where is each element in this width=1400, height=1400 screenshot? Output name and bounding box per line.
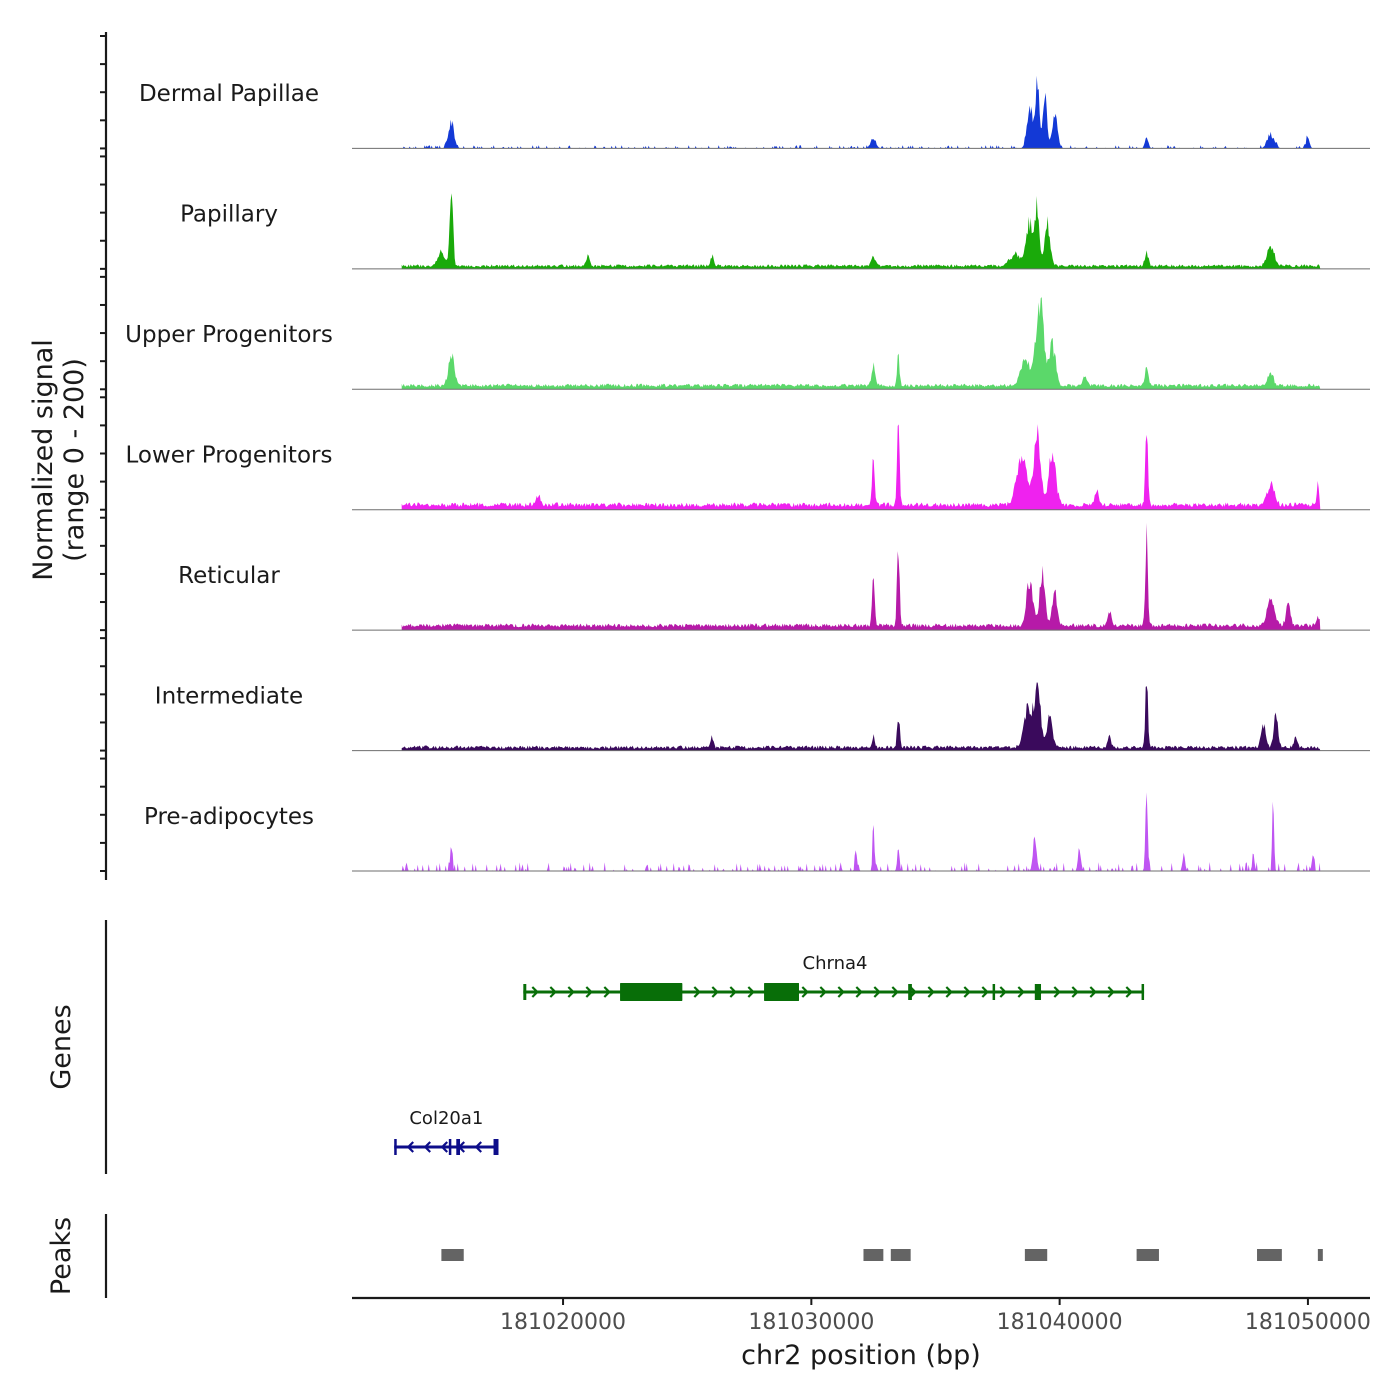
strand-arrow-icon [1107, 986, 1115, 998]
coverage-signal [401, 792, 1321, 871]
coverage-y-ticks [100, 35, 106, 872]
gene-label: Col20a1 [409, 1108, 483, 1129]
coverage-track-label: Reticular [178, 563, 280, 589]
peak-region [863, 1249, 884, 1261]
strand-arrow-icon [855, 986, 863, 998]
coverage-y-label-line2: (range 0 - 200) [59, 358, 90, 562]
strand-arrow-icon [747, 986, 755, 998]
strand-arrow-icon [909, 986, 917, 998]
coverage-signal [401, 75, 1321, 149]
coverage-tracks: Dermal Papillae Papillary Upper Progenitor… [125, 75, 1370, 872]
coverage-track: Intermediate [155, 682, 1370, 752]
coverage-y-axis [100, 32, 108, 880]
peak-region [890, 1249, 911, 1261]
strand-arrow-icon [891, 986, 899, 998]
coverage-track: Papillary [180, 193, 1370, 270]
strand-arrow-icon [711, 986, 719, 998]
x-axis: 181020000 181030000 181040000 181050000 [352, 1296, 1371, 1335]
strand-arrow-icon [801, 986, 809, 998]
peak-region [1136, 1249, 1159, 1261]
strand-arrow-icon [981, 986, 989, 998]
strand-arrow-icon [1071, 986, 1079, 998]
gene-exon [456, 1139, 461, 1155]
gene-exon [394, 1139, 397, 1155]
coverage-track-label: Dermal Papillae [139, 81, 319, 107]
coverage-signal [401, 522, 1321, 631]
coverage-track-label: Lower Progenitors [126, 442, 333, 468]
x-tick-label: 181050000 [1245, 1310, 1371, 1335]
strand-arrow-icon [945, 986, 953, 998]
strand-arrow-icon [999, 986, 1007, 998]
strand-arrow-icon [603, 986, 611, 998]
peak-region [1317, 1249, 1323, 1261]
gene-exon [1141, 984, 1145, 1000]
coverage-signal [401, 193, 1321, 269]
gene-annotations: Chrna4 Col20a1 [394, 953, 1145, 1155]
coverage-track-label: Upper Progenitors [125, 322, 333, 348]
x-tick-label: 181020000 [500, 1310, 626, 1335]
coverage-track: Dermal Papillae [139, 75, 1370, 149]
strand-arrow-icon [873, 986, 881, 998]
gene-coding-exon [764, 983, 799, 1001]
peak-regions [441, 1249, 1323, 1261]
strand-arrow-icon [1089, 986, 1097, 998]
strand-arrow-icon [1125, 986, 1133, 998]
coverage-signal [401, 297, 1321, 390]
strand-arrow-icon [440, 1141, 448, 1153]
gene-exon [992, 984, 996, 1000]
coverage-signal [401, 682, 1321, 751]
x-tick-label: 181030000 [748, 1310, 874, 1335]
strand-arrow-icon [531, 986, 539, 998]
coverage-track-label: Pre-adipocytes [144, 804, 314, 830]
gene-exon [523, 984, 527, 1000]
strand-arrow-icon [1053, 986, 1061, 998]
coverage-track: Pre-adipocytes [144, 792, 1370, 872]
x-axis-ticks: 181020000 181030000 181040000 181050000 [500, 1298, 1371, 1335]
gene-coding-exon [620, 983, 683, 1001]
x-axis-label: chr2 position (bp) [741, 1340, 981, 1371]
gene-label: Chrna4 [803, 953, 868, 974]
coverage-track-label: Intermediate [155, 683, 303, 709]
coverage-y-label-line1: Normalized signal [28, 339, 59, 581]
peak-region [441, 1249, 464, 1261]
coverage-track: Upper Progenitors [125, 297, 1370, 390]
strand-arrow-icon [693, 986, 701, 998]
gene-exon [908, 984, 912, 1000]
strand-arrow-icon [549, 986, 557, 998]
strand-arrow-icon [837, 986, 845, 998]
strand-arrow-icon [423, 1141, 431, 1153]
strand-arrow-icon [729, 986, 737, 998]
strand-arrow-icon [819, 986, 827, 998]
gene-exon [493, 1139, 499, 1155]
strand-arrow-icon [963, 986, 971, 998]
strand-arrow-icon [585, 986, 593, 998]
strand-arrow-icon [927, 986, 935, 998]
strand-arrow-icon [567, 986, 575, 998]
peak-region [1024, 1249, 1048, 1261]
peak-region [1257, 1249, 1282, 1261]
coverage-track-label: Papillary [180, 202, 278, 228]
peaks-y-label: Peaks [46, 1217, 77, 1295]
strand-arrow-icon [474, 1141, 482, 1153]
strand-arrow-icon [406, 1141, 414, 1153]
strand-arrow-icon [1017, 986, 1025, 998]
x-tick-label: 181040000 [997, 1310, 1123, 1335]
gene-exon [1034, 984, 1042, 1000]
gene-model: Chrna4 [523, 953, 1145, 1001]
genes-y-label: Genes [46, 1004, 77, 1089]
coverage-track: Lower Progenitors [126, 424, 1370, 511]
gene-exon [448, 1139, 452, 1155]
gene-model: Col20a1 [394, 1108, 499, 1155]
coverage-track: Reticular [178, 522, 1370, 631]
coverage-signal [401, 424, 1321, 510]
